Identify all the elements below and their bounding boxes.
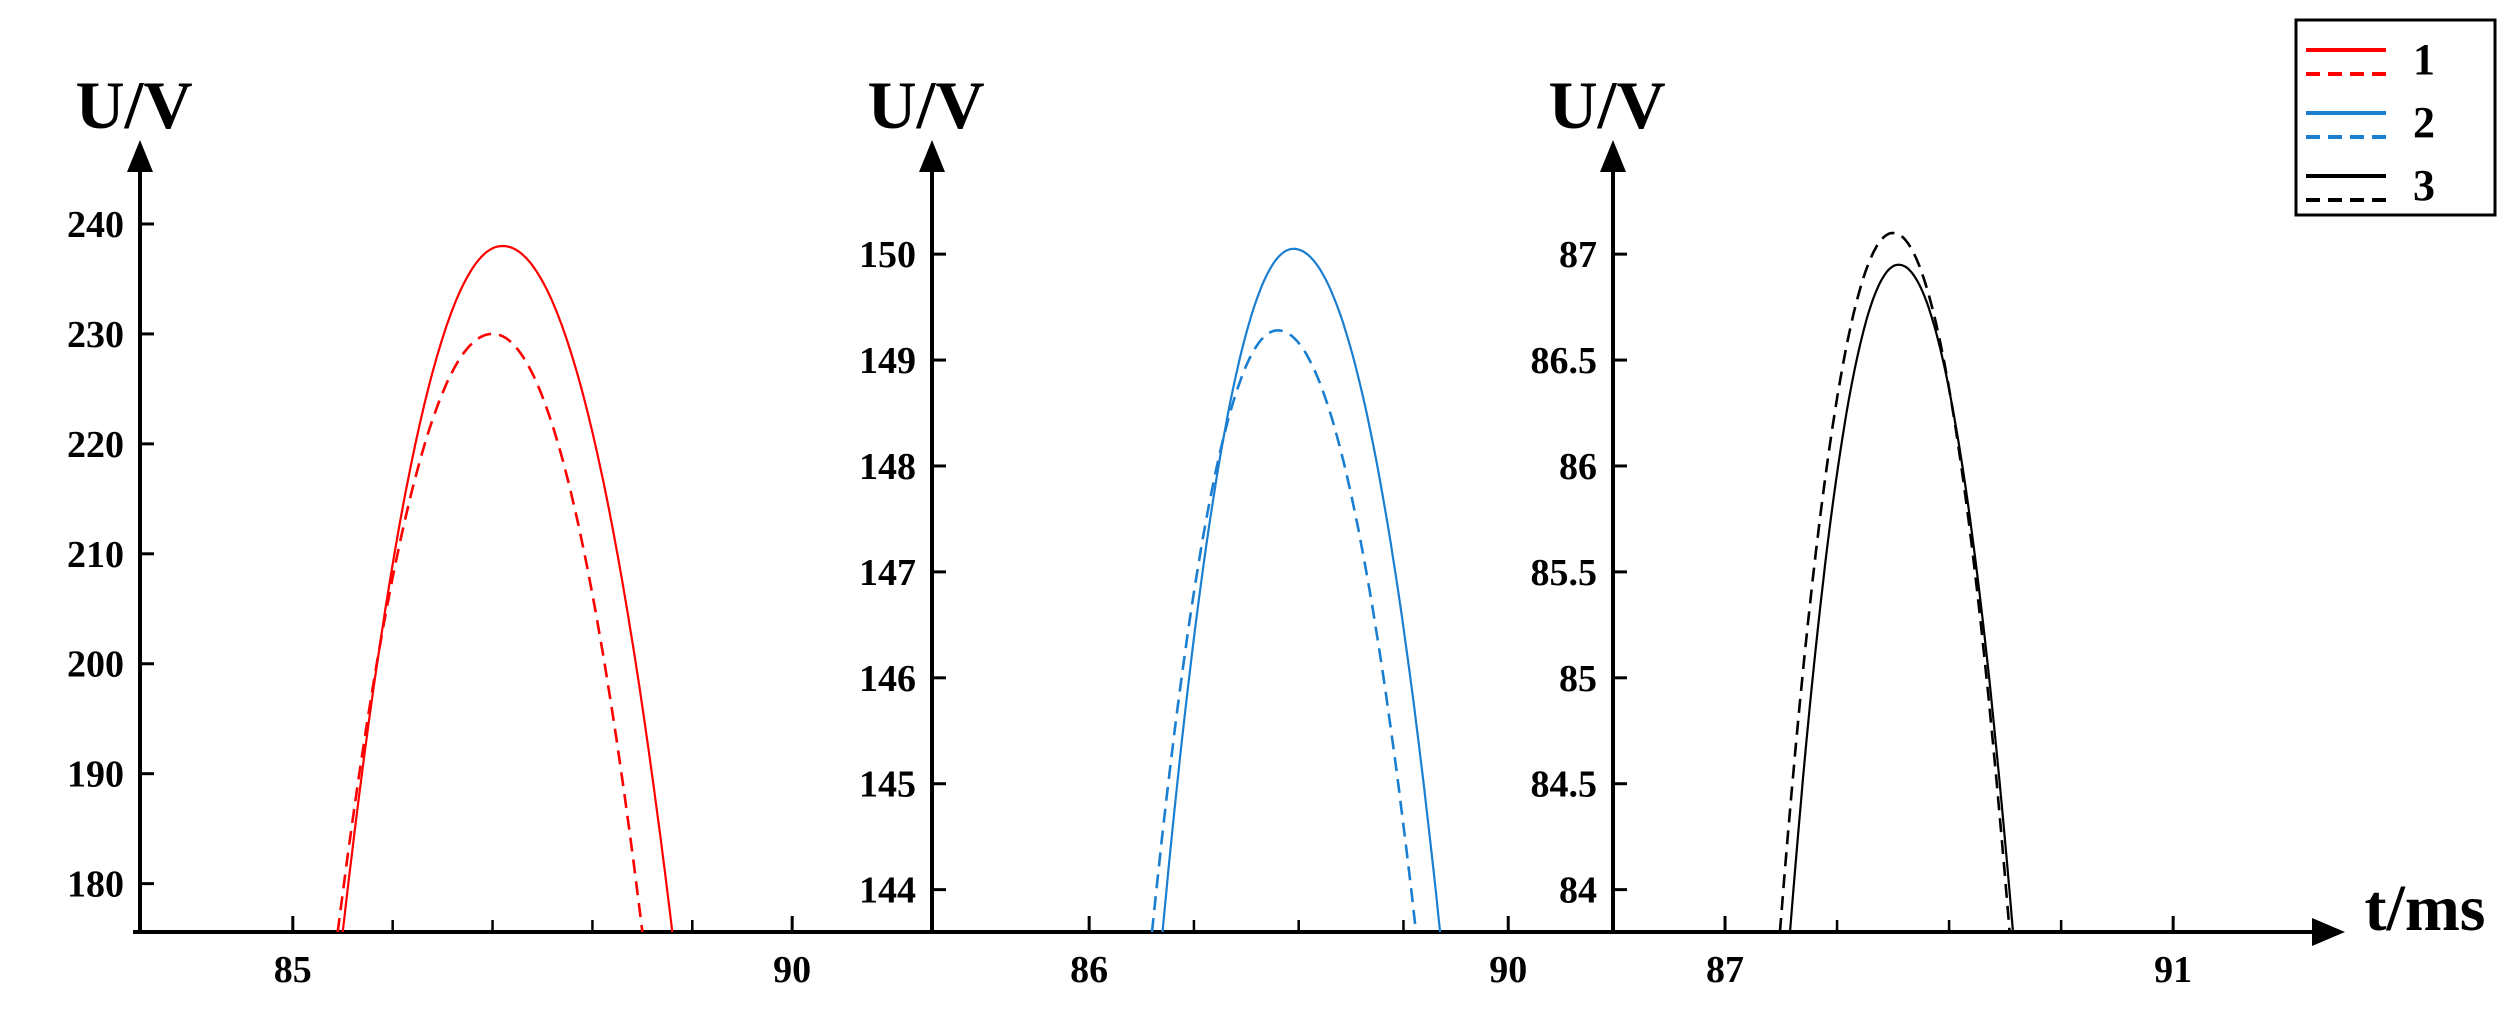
y-tick-label: 200 xyxy=(67,644,124,686)
y-axis-label: U/V xyxy=(867,67,984,143)
y-tick-label: 240 xyxy=(67,204,124,246)
y-axis-arrow xyxy=(919,140,945,172)
y-tick-label: 210 xyxy=(67,534,124,576)
x-tick-label: 86 xyxy=(1070,949,1108,991)
panel-1: U/V 180 190 200 210 220 230 240 85 90 xyxy=(67,67,811,991)
y-tick-label: 190 xyxy=(67,754,124,796)
y-tick-label: 86.5 xyxy=(1531,340,1598,382)
y-tick-label: 148 xyxy=(859,446,916,488)
x-tick-label: 90 xyxy=(773,949,811,991)
y-tick-label: 220 xyxy=(67,424,124,466)
x-tick-label: 91 xyxy=(2154,949,2192,991)
series-2-dashed-line xyxy=(1150,329,1418,933)
y-tick-label: 86 xyxy=(1559,446,1597,488)
legend-label: 3 xyxy=(2413,161,2435,210)
legend-label: 1 xyxy=(2413,35,2435,84)
series-1-solid-line xyxy=(341,244,674,933)
y-tick-label: 85.5 xyxy=(1531,552,1598,594)
x-axis-label: t/ms xyxy=(2365,872,2486,945)
y-tick-label: 147 xyxy=(859,552,916,594)
y-tick-label: 85 xyxy=(1559,658,1597,700)
x-tick-label: 87 xyxy=(1706,949,1744,991)
y-tick-label: 84.5 xyxy=(1531,764,1598,806)
x-axis-arrow xyxy=(2312,918,2345,946)
series-2-solid-line xyxy=(1161,247,1442,933)
y-tick-label: 87 xyxy=(1559,234,1597,276)
y-tick-label: 180 xyxy=(67,864,124,906)
x-tick-label: 90 xyxy=(1489,949,1527,991)
y-axis-label: U/V xyxy=(75,67,192,143)
y-tick-label: 84 xyxy=(1559,870,1597,912)
y-tick-label: 150 xyxy=(859,234,916,276)
series-3-solid-line xyxy=(1788,263,2015,933)
x-tick-label: 85 xyxy=(274,949,312,991)
y-tick-label: 230 xyxy=(67,314,124,356)
series-1-dashed-line xyxy=(336,332,644,933)
y-axis-arrow xyxy=(1600,140,1626,172)
y-axis-arrow xyxy=(127,140,153,172)
y-tick-label: 145 xyxy=(859,764,916,806)
legend-box xyxy=(2294,18,2497,217)
y-tick-label: 146 xyxy=(859,658,916,700)
panel-3: U/V 84 84.5 85 85.5 86 86.5 87 87 91 t/ms xyxy=(1531,67,2486,991)
series-3-dashed-line xyxy=(1778,231,2011,933)
y-axis-label: U/V xyxy=(1548,67,1665,143)
y-tick-label: 149 xyxy=(859,340,916,382)
y-tick-label: 144 xyxy=(859,870,916,912)
legend-label: 2 xyxy=(2413,98,2435,147)
legend: 1 2 3 xyxy=(2294,18,2497,217)
panel-2: U/V 144 145 146 147 148 149 150 86 90 xyxy=(859,67,1527,991)
